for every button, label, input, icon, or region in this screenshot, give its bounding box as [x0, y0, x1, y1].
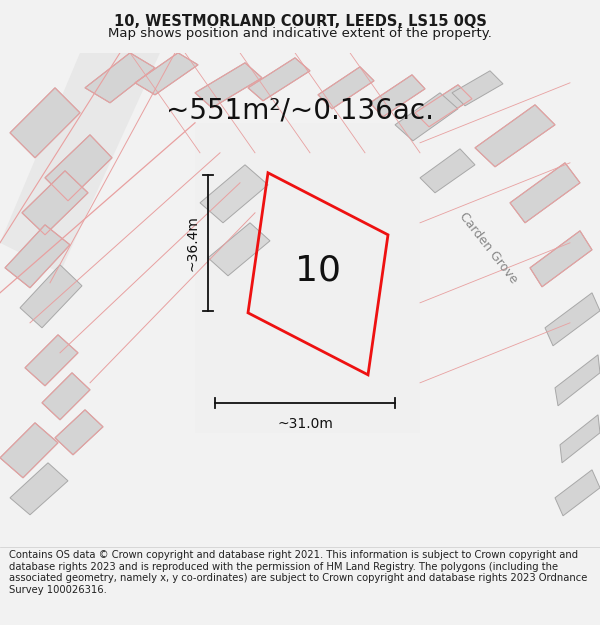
Polygon shape	[248, 58, 310, 101]
Text: ~551m²/~0.136ac.: ~551m²/~0.136ac.	[166, 97, 434, 125]
Polygon shape	[370, 75, 425, 117]
Polygon shape	[45, 135, 112, 201]
Polygon shape	[452, 71, 503, 106]
Polygon shape	[0, 52, 160, 272]
Polygon shape	[208, 222, 270, 276]
Polygon shape	[0, 422, 58, 478]
Polygon shape	[55, 410, 103, 455]
Polygon shape	[530, 231, 592, 287]
Polygon shape	[318, 67, 374, 109]
Polygon shape	[545, 292, 600, 346]
Polygon shape	[555, 470, 600, 516]
Polygon shape	[85, 52, 155, 102]
Text: ~31.0m: ~31.0m	[277, 417, 333, 431]
Polygon shape	[555, 355, 600, 406]
Polygon shape	[25, 335, 78, 386]
Polygon shape	[42, 372, 90, 420]
Polygon shape	[22, 171, 88, 235]
Polygon shape	[510, 162, 580, 222]
Polygon shape	[395, 92, 458, 141]
Polygon shape	[135, 52, 198, 95]
Polygon shape	[200, 165, 268, 222]
Text: 10, WESTMORLAND COURT, LEEDS, LS15 0QS: 10, WESTMORLAND COURT, LEEDS, LS15 0QS	[113, 14, 487, 29]
Polygon shape	[10, 462, 68, 515]
Polygon shape	[195, 122, 420, 432]
Text: ~36.4m: ~36.4m	[186, 215, 200, 271]
Text: 10: 10	[295, 254, 341, 288]
Polygon shape	[195, 62, 262, 107]
Text: Carden Grove: Carden Grove	[456, 210, 520, 286]
Polygon shape	[475, 105, 555, 167]
Text: Contains OS data © Crown copyright and database right 2021. This information is : Contains OS data © Crown copyright and d…	[9, 550, 587, 595]
Polygon shape	[5, 225, 70, 288]
Polygon shape	[10, 88, 80, 158]
Text: Map shows position and indicative extent of the property.: Map shows position and indicative extent…	[108, 28, 492, 41]
Polygon shape	[420, 149, 475, 192]
Polygon shape	[20, 265, 82, 328]
Polygon shape	[415, 85, 472, 127]
Polygon shape	[560, 415, 600, 462]
